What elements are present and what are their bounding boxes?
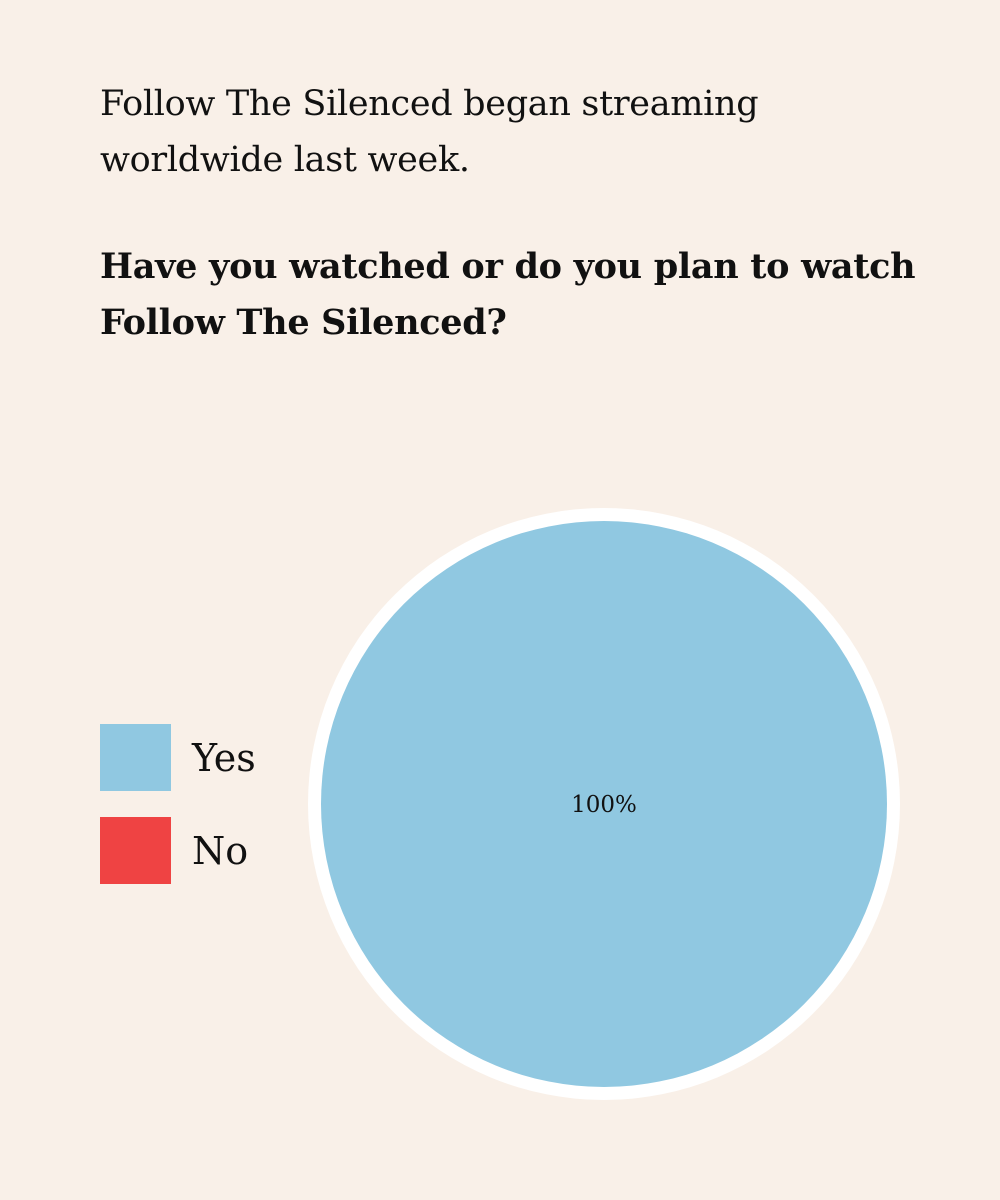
legend-swatch-no (100, 817, 171, 884)
pie-label-yes: 100% (571, 792, 637, 818)
legend-item-yes: Yes (100, 724, 300, 791)
legend-item-no: No (100, 817, 300, 884)
legend-swatch-yes (100, 724, 171, 791)
legend-label-yes: Yes (192, 736, 256, 780)
chart-legend: Yes No (100, 724, 300, 910)
pie-labels: 100% (571, 792, 637, 818)
pie-slice-yes (321, 521, 887, 1087)
legend-label-no: No (192, 829, 249, 873)
intro-text: Follow The Silenced began streaming worl… (100, 84, 759, 180)
pie-slices (308, 508, 900, 1100)
question-title: Have you watched or do you plan to watch… (100, 246, 916, 343)
